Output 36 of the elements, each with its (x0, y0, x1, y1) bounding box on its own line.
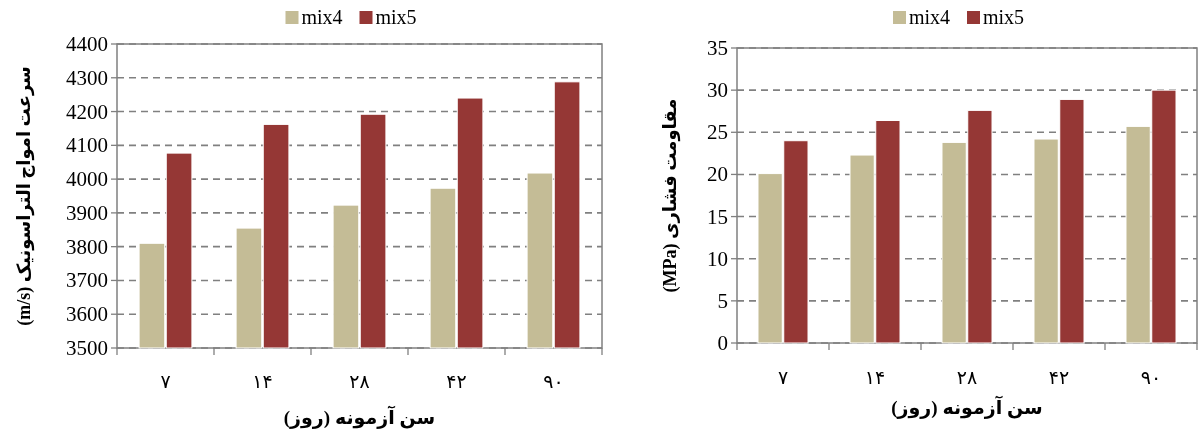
legend-label: mix4 (301, 6, 343, 28)
x-axis-title: سن آزمونه (روز) (283, 405, 436, 429)
x-tick-label: ۴۲ (1048, 367, 1070, 388)
x-tick-label: ۱۴ (864, 367, 886, 388)
x-tick-label: ۴۲ (446, 371, 467, 392)
x-tick-label: ۷ (160, 371, 171, 392)
y-tick-label: 15 (707, 204, 728, 229)
legend-label: mix4 (909, 6, 951, 28)
y-tick-label: 4200 (66, 99, 108, 124)
y-tick-label: 5 (717, 288, 728, 313)
y-tick-label: 20 (707, 162, 728, 187)
x-tick-label: ۲۸ (349, 371, 370, 392)
y-tick-label: 3500 (66, 336, 108, 360)
x-tick-label: ۹۰ (543, 371, 564, 392)
legend-label: mix5 (983, 6, 1025, 28)
y-axis-title: مقاومت فشاری (MPa) (660, 98, 682, 293)
y-tick-label: 3900 (66, 200, 108, 225)
y-tick-label: 4000 (66, 167, 108, 192)
x-axis-title: سن آزمونه (روز) (891, 395, 1043, 419)
y-tick-label: 35 (707, 36, 728, 60)
y-tick-label: 10 (707, 246, 728, 271)
x-tick-label: ۹۰ (1140, 367, 1162, 388)
y-tick-label: 3700 (66, 268, 108, 293)
y-tick-label: 0 (717, 331, 728, 355)
y-tick-label: 3800 (66, 234, 108, 259)
x-tick-label: ۲۸ (956, 367, 978, 388)
y-tick-label: 4100 (66, 133, 108, 158)
x-tick-label: ۱۴ (252, 371, 273, 392)
y-axis-title: سرعت امواج التراسونیک (m/s) (14, 66, 36, 326)
y-tick-label: 3600 (66, 302, 108, 327)
legend-label: mix5 (375, 6, 417, 28)
x-tick-label: ۷ (777, 367, 789, 388)
y-tick-label: 4400 (66, 32, 108, 56)
y-tick-label: 4300 (66, 65, 108, 90)
y-tick-label: 30 (707, 78, 728, 103)
y-tick-label: 25 (707, 120, 728, 145)
